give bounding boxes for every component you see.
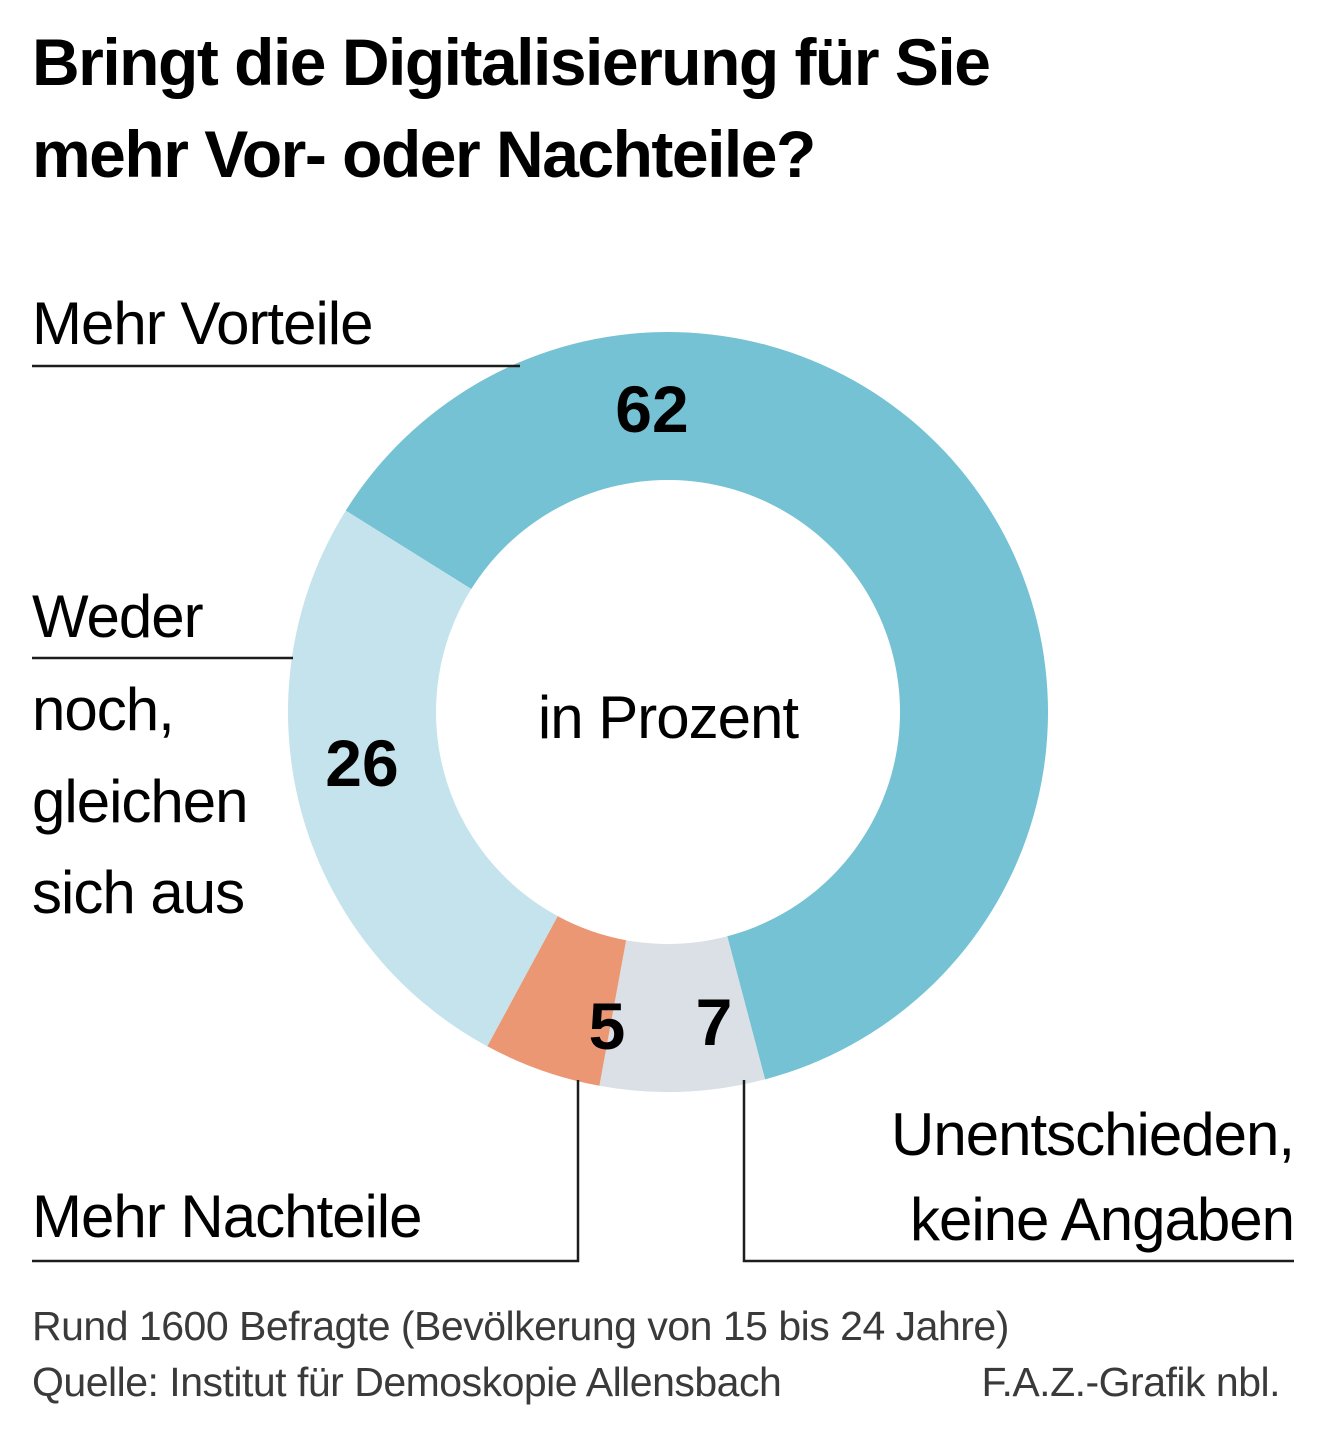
center-label: in Prozent <box>538 684 799 751</box>
slice-mehr-nachteile <box>487 916 627 1086</box>
chart-title-line-1: Bringt die Digitalisierung für Sie <box>32 25 989 99</box>
value-label-weder-noch: 26 <box>325 726 398 800</box>
leader-line-mehr-nachteile <box>32 1080 580 1263</box>
chart-title-line-2: mehr Vor- oder Nachteile? <box>32 117 815 191</box>
footnote-source: Quelle: Institut für Demoskopie Allensba… <box>32 1359 781 1405</box>
footnote-respondents: Rund 1600 Befragte (Bevölkerung von 15 b… <box>32 1303 1009 1349</box>
slice-unentschieden <box>599 936 766 1093</box>
value-label-mehr-nachteile: 5 <box>589 989 626 1063</box>
category-label-unentschieden-line-2: keine Angaben <box>910 1186 1294 1253</box>
donut-slices <box>287 331 1048 1093</box>
category-label-weder-line-3: gleichen <box>32 768 248 835</box>
slice-mehr-vorteile <box>345 331 1048 1080</box>
slice-weder-noch <box>287 510 558 1047</box>
category-label-mehr-nachteile: Mehr Nachteile <box>32 1183 422 1250</box>
category-label-unentschieden-line-1: Unentschieden, <box>891 1101 1294 1168</box>
category-label-weder-line-1: Weder <box>32 583 203 650</box>
leader-line-unentschieden <box>742 1080 1294 1263</box>
category-label-mehr-vorteile: Mehr Vorteile <box>32 290 373 357</box>
footnote-credit: F.A.Z.-Grafik nbl. <box>981 1359 1280 1405</box>
category-label-weder-line-2: noch, <box>32 676 174 743</box>
value-label-unentschieden: 7 <box>696 985 733 1059</box>
value-label-mehr-vorteile: 62 <box>615 372 688 446</box>
category-label-weder-line-4: sich aus <box>32 859 244 926</box>
